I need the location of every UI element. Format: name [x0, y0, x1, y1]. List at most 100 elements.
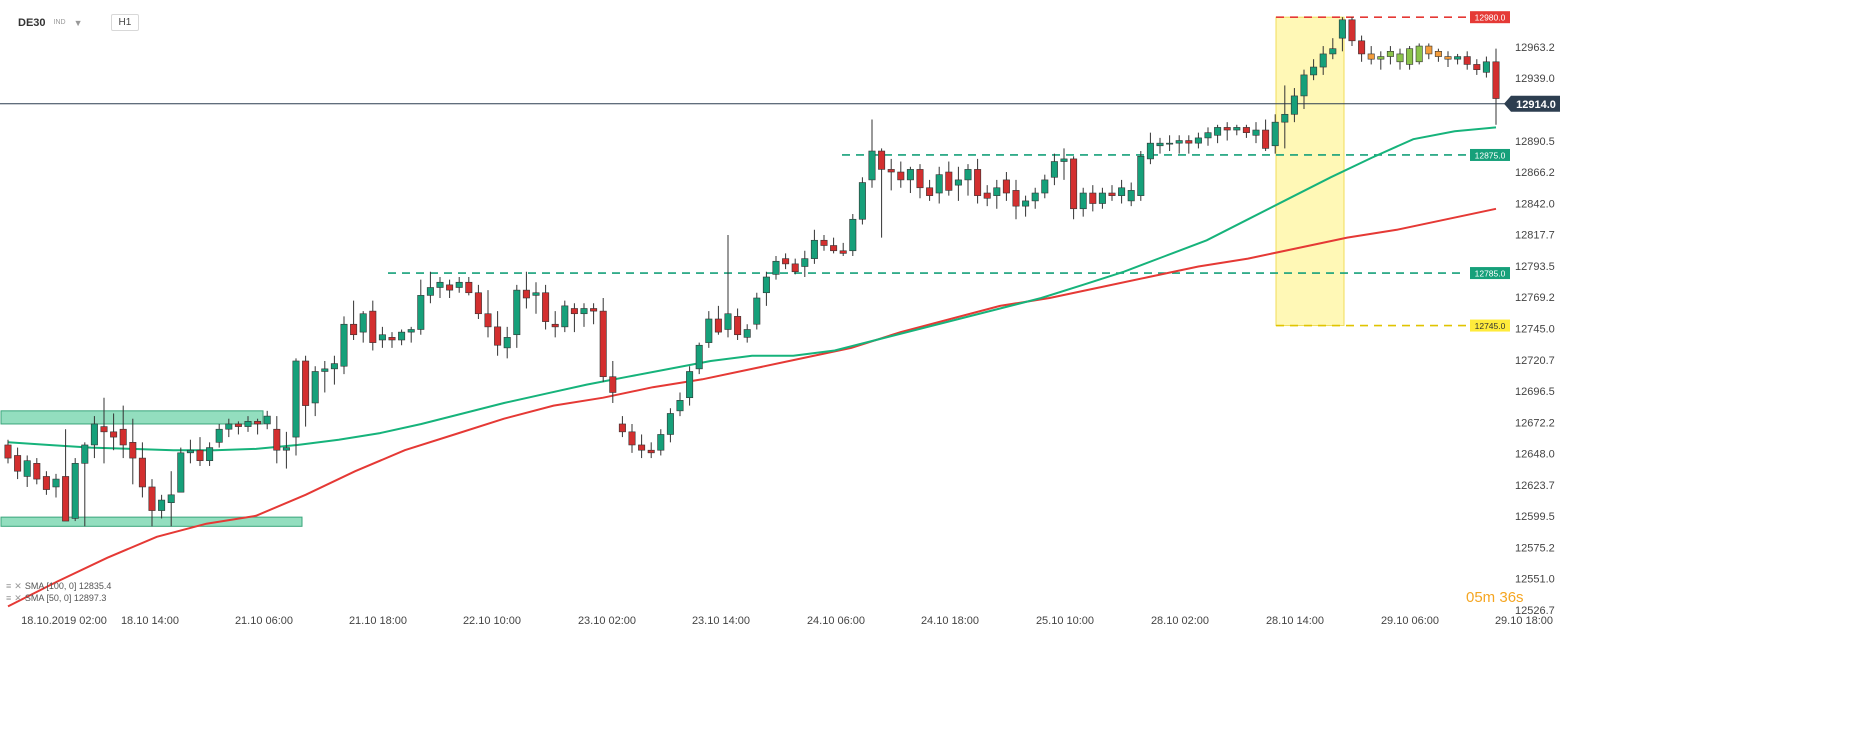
candle-body[interactable] — [695, 344, 703, 370]
candle-body[interactable] — [23, 460, 31, 477]
candle-body[interactable] — [1166, 142, 1174, 145]
candle-body[interactable] — [954, 179, 962, 186]
candle-body[interactable] — [110, 431, 118, 438]
candle-body[interactable] — [1406, 48, 1414, 65]
candle-body[interactable] — [820, 239, 828, 246]
candle-body[interactable] — [849, 218, 857, 252]
candle-body[interactable] — [858, 182, 866, 220]
candle-body[interactable] — [436, 281, 444, 288]
candle-body[interactable] — [993, 187, 1001, 196]
candle-body[interactable] — [4, 444, 12, 459]
candle-body[interactable] — [1185, 140, 1193, 144]
candle-body[interactable] — [225, 423, 233, 430]
candle-body[interactable] — [666, 413, 674, 435]
candle-body[interactable] — [1425, 45, 1433, 55]
settings-icon[interactable]: ≡ — [6, 581, 12, 591]
candle-body[interactable] — [388, 337, 396, 341]
candle-body[interactable] — [62, 476, 70, 522]
settings-icon[interactable]: ≡ — [6, 593, 12, 603]
candle-body[interactable] — [1108, 192, 1116, 196]
candle-body[interactable] — [129, 442, 137, 459]
candle-body[interactable] — [1194, 137, 1202, 144]
candle-body[interactable] — [599, 310, 607, 378]
candle-body[interactable] — [1396, 53, 1404, 63]
candle-body[interactable] — [638, 444, 646, 451]
candle-body[interactable] — [167, 494, 175, 503]
candle-body[interactable] — [234, 423, 242, 427]
candle-body[interactable] — [254, 421, 262, 425]
candle-body[interactable] — [455, 281, 463, 288]
candle-body[interactable] — [1050, 161, 1058, 178]
candle-body[interactable] — [782, 258, 790, 265]
candle-body[interactable] — [1252, 129, 1260, 136]
candle-body[interactable] — [1070, 158, 1078, 210]
candle-body[interactable] — [1492, 61, 1500, 99]
candle-body[interactable] — [830, 245, 838, 252]
candle-body[interactable] — [1262, 129, 1270, 149]
candle-body[interactable] — [1098, 192, 1106, 204]
candle-body[interactable] — [407, 329, 415, 333]
candle-body[interactable] — [14, 455, 22, 472]
candle-body[interactable] — [743, 329, 751, 338]
candle-body[interactable] — [503, 337, 511, 349]
candle-body[interactable] — [321, 368, 329, 372]
candle-body[interactable] — [734, 316, 742, 336]
candle-body[interactable] — [1242, 127, 1250, 133]
candle-body[interactable] — [148, 486, 156, 511]
candle-body[interactable] — [340, 323, 348, 367]
candle-body[interactable] — [839, 250, 847, 254]
candle-body[interactable] — [897, 171, 905, 181]
candle-body[interactable] — [1473, 64, 1481, 70]
candle-body[interactable] — [494, 326, 502, 346]
close-icon[interactable]: ✕ — [14, 581, 22, 591]
candle-body[interactable] — [42, 476, 50, 490]
candle-body[interactable] — [100, 426, 108, 433]
candle-body[interactable] — [1060, 158, 1068, 162]
candle-body[interactable] — [705, 318, 713, 343]
symbol-label[interactable]: DE30 — [18, 16, 46, 29]
candle-body[interactable] — [551, 323, 559, 328]
candle-body[interactable] — [484, 313, 492, 328]
candle-body[interactable] — [33, 463, 41, 480]
candle-body[interactable] — [906, 169, 914, 181]
candle-body[interactable] — [590, 308, 598, 312]
candle-body[interactable] — [561, 305, 569, 328]
candle-body[interactable] — [350, 323, 358, 336]
candle-body[interactable] — [282, 447, 290, 451]
candle-body[interactable] — [138, 457, 146, 488]
candle-body[interactable] — [686, 371, 694, 399]
candle-body[interactable] — [71, 463, 79, 519]
candle-body[interactable] — [1137, 155, 1145, 196]
candle-body[interactable] — [1031, 192, 1039, 202]
candle-body[interactable] — [273, 428, 281, 451]
candle-body[interactable] — [647, 449, 655, 454]
candle-body[interactable] — [1434, 51, 1442, 57]
candle-body[interactable] — [1022, 200, 1030, 207]
candle-body[interactable] — [964, 169, 972, 181]
candle-body[interactable] — [580, 308, 588, 315]
candle-body[interactable] — [618, 423, 626, 433]
candle-body[interactable] — [1271, 121, 1279, 147]
candle-body[interactable] — [1300, 74, 1308, 97]
symbol-dropdown-icon[interactable]: ▼ — [73, 17, 83, 28]
candle-body[interactable] — [1204, 132, 1212, 139]
candle-body[interactable] — [215, 428, 223, 443]
candle-body[interactable] — [311, 371, 319, 404]
candle-body[interactable] — [1118, 187, 1126, 196]
candle-body[interactable] — [532, 292, 540, 296]
candle-body[interactable] — [935, 174, 943, 194]
candle-body[interactable] — [186, 449, 194, 454]
candle-body[interactable] — [1482, 61, 1490, 73]
candle-body[interactable] — [676, 400, 684, 412]
candle-body[interactable] — [1079, 192, 1087, 210]
candle-body[interactable] — [1281, 113, 1289, 123]
candle-body[interactable] — [926, 187, 934, 196]
candle-body[interactable] — [206, 447, 214, 462]
candle-body[interactable] — [772, 260, 780, 275]
candle-body[interactable] — [196, 449, 204, 462]
candle-body[interactable] — [90, 423, 98, 446]
timeframe-button[interactable]: H1 — [110, 14, 140, 31]
close-icon[interactable]: ✕ — [14, 593, 22, 603]
candle-body[interactable] — [791, 263, 799, 273]
candle-body[interactable] — [1041, 179, 1049, 194]
